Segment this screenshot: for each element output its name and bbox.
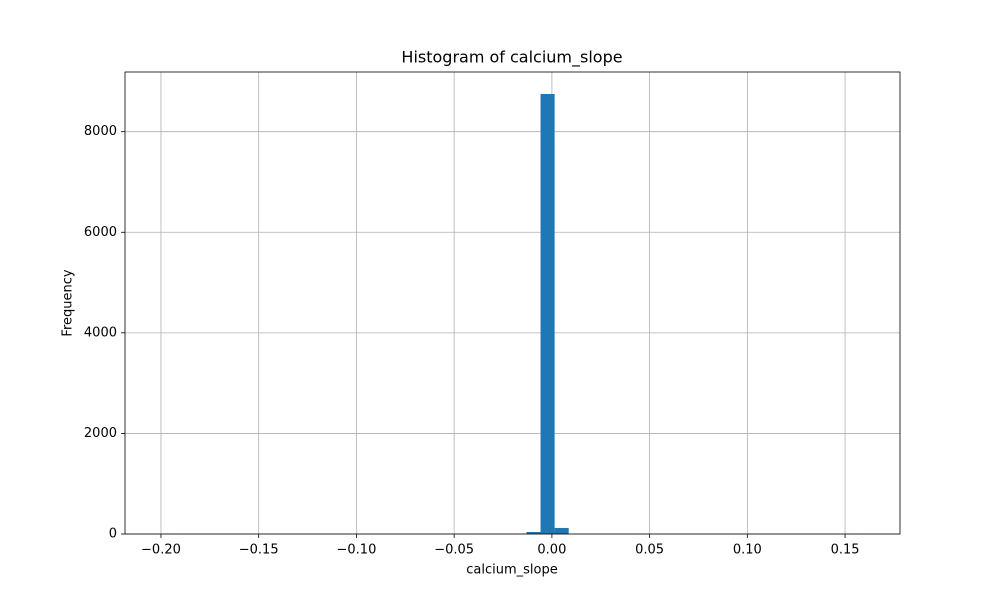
plot-frame xyxy=(124,71,901,535)
x-tick-label: −0.05 xyxy=(434,543,474,558)
x-tick-label: 0.10 xyxy=(733,543,762,558)
x-tick-label: 0.00 xyxy=(537,543,566,558)
x-tick-label: 0.05 xyxy=(635,543,664,558)
x-tick-label: −0.15 xyxy=(239,543,279,558)
y-tick-label: 4000 xyxy=(84,325,117,340)
y-tick-label: 6000 xyxy=(84,225,117,240)
bar xyxy=(526,531,541,534)
bar xyxy=(554,527,569,534)
x-tick-label: −0.10 xyxy=(337,543,377,558)
y-axis-label: Frequency xyxy=(61,269,76,336)
x-tick-label: −0.20 xyxy=(141,543,181,558)
y-tick-label: 0 xyxy=(109,527,117,542)
bar xyxy=(540,93,555,535)
chart-title: Histogram of calcium_slope xyxy=(401,48,622,68)
x-axis-label: calcium_slope xyxy=(466,563,557,578)
y-tick-label: 8000 xyxy=(84,124,117,139)
y-tick-label: 2000 xyxy=(84,426,117,441)
x-tick-label: 0.15 xyxy=(831,543,860,558)
